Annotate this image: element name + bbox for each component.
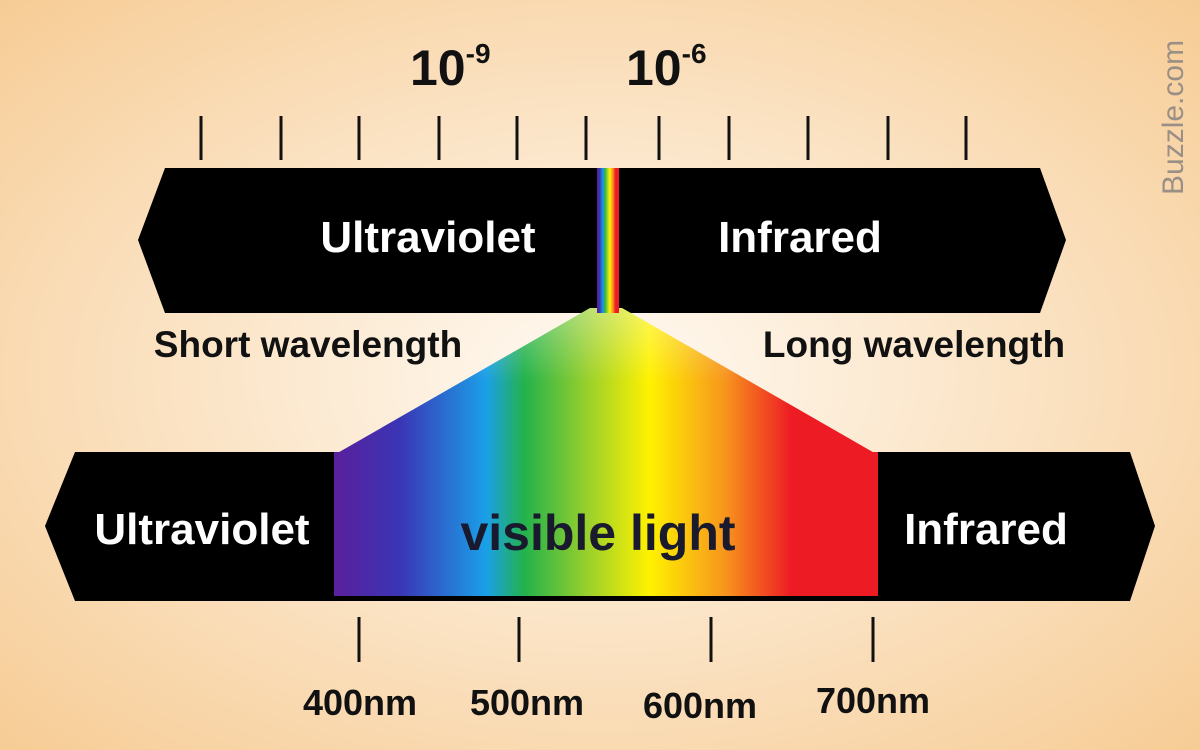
nm-label-500: 500nm [470, 682, 584, 723]
long-wavelength-label: Long wavelength [763, 324, 1065, 365]
watermark: Buzzle.com [1157, 40, 1190, 195]
nm-label-400: 400nm [303, 682, 417, 723]
nm-label-600: 600nm [643, 685, 757, 726]
visible-spectrum-band [334, 452, 878, 596]
top-tick-marks [199, 116, 968, 160]
exponent-label-1: 10-9 [410, 38, 491, 96]
top-infrared-label: Infrared [718, 213, 882, 262]
nm-label-700: 700nm [816, 680, 930, 721]
visible-fan-highlight [334, 308, 878, 455]
bottom-tick-marks [357, 617, 875, 662]
bottom-ultraviolet-label: Ultraviolet [94, 505, 310, 554]
visible-light-label: visible light [460, 505, 735, 561]
visible-strip [597, 168, 619, 313]
top-ultraviolet-label: Ultraviolet [320, 213, 536, 262]
exponent-label-2: 10-6 [626, 38, 707, 96]
bottom-infrared-label: Infrared [904, 505, 1068, 554]
short-wavelength-label: Short wavelength [154, 324, 462, 365]
